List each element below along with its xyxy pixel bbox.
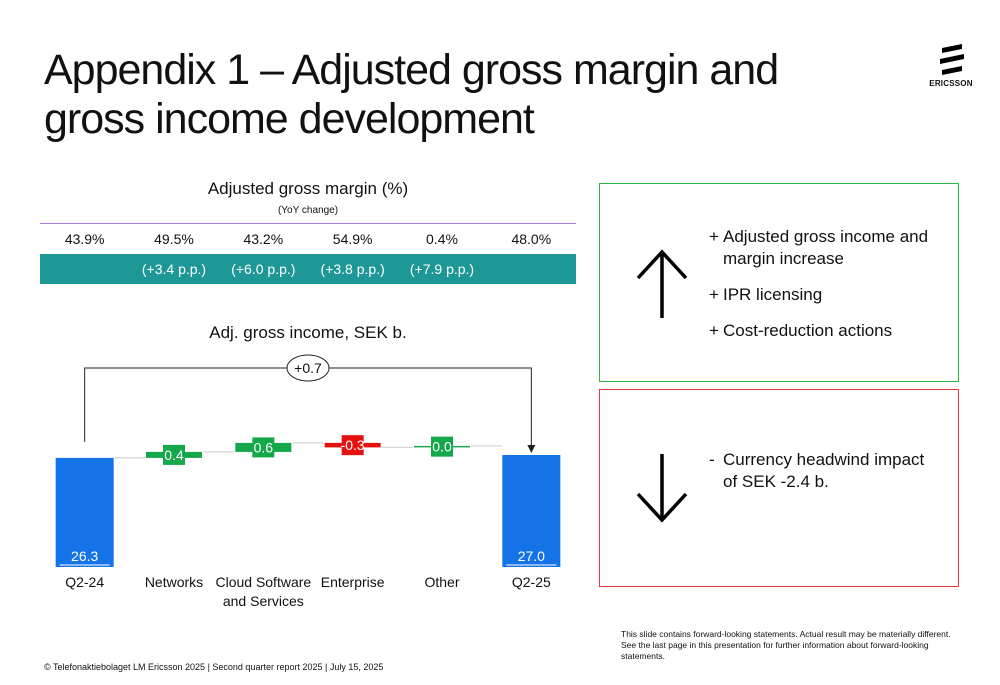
category-label: Cloud Software: [215, 574, 311, 590]
disclaimer-text: This slide contains forward-looking stat…: [621, 629, 951, 661]
margin-table-divider: [40, 223, 576, 224]
data-label: 0.4: [164, 447, 184, 463]
negative-drivers-box: [599, 389, 959, 587]
yoy-change-row: (+3.4 p.p.) (+6.0 p.p.) (+3.8 p.p.) (+7.…: [40, 254, 576, 284]
negative-drivers-list: - Currency headwind impact of SEK -2.4 b.: [709, 449, 939, 507]
data-label-badge: [431, 436, 453, 457]
data-label: 27.0: [518, 548, 545, 564]
waterfall-bar: [55, 457, 114, 567]
yoy-value: (+6.0 p.p.): [231, 261, 296, 277]
footer-text: © Telefonaktiebolaget LM Ericsson 2025 |…: [44, 662, 384, 672]
logo-wordmark: ERICSSON: [929, 79, 973, 88]
arrow-down-icon: [636, 454, 688, 523]
category-label: Other: [424, 574, 459, 590]
margin-value: 49.5%: [154, 231, 194, 247]
ericsson-logo-icon: [940, 44, 964, 75]
data-label: 0.6: [254, 439, 274, 455]
total-change-label: +0.7: [294, 360, 322, 376]
margin-value: 48.0%: [511, 231, 552, 247]
driver-item: - Currency headwind impact of SEK -2.4 b.: [709, 450, 925, 491]
data-label: -0.3: [341, 437, 365, 453]
margin-values-row: 43.9% 49.5% 43.2% 54.9% 0.4% 48.0%: [40, 228, 576, 250]
yoy-value: (+3.8 p.p.): [320, 261, 385, 277]
category-label: Q2-24: [65, 574, 104, 590]
arrow-up-icon: [636, 249, 688, 318]
margin-table-subtitle: (YoY change): [277, 205, 339, 216]
category-label: Q2-25: [512, 574, 551, 590]
margin-table-title: Adjusted gross margin (%): [207, 179, 409, 198]
page-title: Appendix 1 – Adjusted gross margin and g…: [44, 46, 779, 143]
bracket-arrowhead: [527, 445, 536, 453]
margin-value: 0.4%: [426, 231, 458, 247]
margin-value: 43.9%: [64, 231, 105, 247]
total-change-badge: [286, 354, 330, 382]
category-label: Networks: [145, 574, 203, 590]
chart-title: Adj. gross income, SEK b.: [209, 323, 407, 342]
data-label-badge: [163, 444, 185, 465]
data-label-badge: [341, 435, 364, 456]
waterfall-bar: [502, 455, 561, 567]
yoy-value: (+3.4 p.p.): [141, 261, 207, 277]
positive-drivers-box: [599, 183, 959, 382]
driver-item: + Cost-reduction actions: [709, 321, 893, 340]
margin-value: 54.9%: [332, 231, 373, 247]
driver-item: + Adjusted gross income and margin increa…: [709, 227, 929, 268]
category-label: and Services: [223, 593, 304, 609]
data-label: 26.3: [71, 548, 98, 564]
data-label-badge: [252, 437, 275, 458]
yoy-value: [487, 254, 576, 284]
driver-item: + IPR licensing: [709, 285, 823, 304]
data-label: 0.0: [432, 439, 452, 455]
waterfall-chart: 26.3 Q2-24 0.4 Networks 0.6 Cloud Software and…: [55, 354, 561, 609]
margin-value: 43.2%: [243, 231, 284, 247]
positive-drivers-list: + Adjusted gross income and margin increa…: [709, 226, 929, 356]
yoy-value: (+7.9 p.p.): [409, 261, 475, 277]
category-label: Enterprise: [321, 574, 385, 590]
yoy-value: [40, 254, 129, 284]
